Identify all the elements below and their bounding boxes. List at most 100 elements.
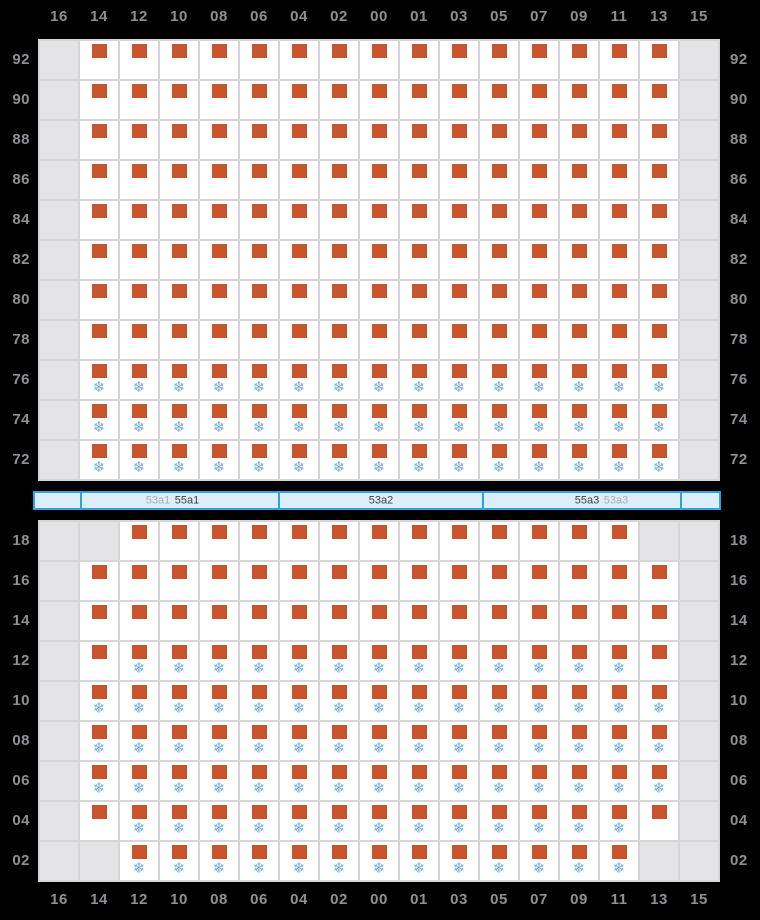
cell-occupied[interactable] xyxy=(320,121,358,159)
cell-occupied-frost[interactable]: ❄ xyxy=(520,722,558,760)
cell-occupied[interactable] xyxy=(440,81,478,119)
cell-occupied-frost[interactable]: ❄ xyxy=(400,802,438,840)
cell-occupied[interactable] xyxy=(200,201,238,239)
cell-occupied[interactable] xyxy=(160,562,198,600)
cell-occupied[interactable] xyxy=(240,522,278,560)
cell-occupied[interactable] xyxy=(480,41,518,79)
cell-occupied[interactable] xyxy=(480,602,518,640)
cell-occupied-frost[interactable]: ❄ xyxy=(160,441,198,479)
cell-occupied[interactable] xyxy=(400,121,438,159)
cell-occupied[interactable] xyxy=(120,41,158,79)
cell-occupied[interactable] xyxy=(280,81,318,119)
cell-occupied-frost[interactable]: ❄ xyxy=(280,441,318,479)
cell-occupied-frost[interactable]: ❄ xyxy=(80,722,118,760)
cell-occupied[interactable] xyxy=(520,522,558,560)
cell-occupied-frost[interactable]: ❄ xyxy=(400,401,438,439)
cell-occupied-frost[interactable]: ❄ xyxy=(320,441,358,479)
cell-occupied[interactable] xyxy=(480,81,518,119)
cell-occupied[interactable] xyxy=(120,562,158,600)
cell-occupied-frost[interactable]: ❄ xyxy=(240,642,278,680)
cell-occupied-frost[interactable]: ❄ xyxy=(560,682,598,720)
cell-occupied[interactable] xyxy=(360,161,398,199)
cell-occupied[interactable] xyxy=(400,201,438,239)
cell-occupied-frost[interactable]: ❄ xyxy=(120,762,158,800)
cell-occupied[interactable] xyxy=(560,281,598,319)
cell-occupied[interactable] xyxy=(360,41,398,79)
cell-occupied-frost[interactable]: ❄ xyxy=(480,802,518,840)
cell-occupied[interactable] xyxy=(160,522,198,560)
cell-occupied[interactable] xyxy=(360,321,398,359)
cell-occupied-frost[interactable]: ❄ xyxy=(240,401,278,439)
cell-occupied[interactable] xyxy=(240,321,278,359)
cell-occupied-frost[interactable]: ❄ xyxy=(400,722,438,760)
cell-occupied[interactable] xyxy=(320,602,358,640)
cell-occupied-frost[interactable]: ❄ xyxy=(320,642,358,680)
cell-occupied[interactable] xyxy=(400,602,438,640)
cell-occupied-frost[interactable]: ❄ xyxy=(360,441,398,479)
cell-occupied-frost[interactable]: ❄ xyxy=(560,722,598,760)
cell-occupied[interactable] xyxy=(320,321,358,359)
cell-occupied-frost[interactable]: ❄ xyxy=(320,361,358,399)
cell-occupied-frost[interactable]: ❄ xyxy=(600,441,638,479)
cell-occupied-frost[interactable]: ❄ xyxy=(240,762,278,800)
cell-occupied[interactable] xyxy=(400,321,438,359)
cell-occupied[interactable] xyxy=(600,41,638,79)
cell-occupied-frost[interactable]: ❄ xyxy=(160,722,198,760)
cell-occupied[interactable] xyxy=(360,201,398,239)
cell-occupied[interactable] xyxy=(480,121,518,159)
cell-occupied[interactable] xyxy=(280,522,318,560)
cell-occupied[interactable] xyxy=(320,41,358,79)
cell-occupied[interactable] xyxy=(440,41,478,79)
cell-occupied-frost[interactable]: ❄ xyxy=(560,762,598,800)
cell-occupied[interactable] xyxy=(80,121,118,159)
cell-occupied-frost[interactable]: ❄ xyxy=(520,762,558,800)
cell-occupied[interactable] xyxy=(80,802,118,840)
cell-occupied[interactable] xyxy=(120,602,158,640)
cell-occupied-frost[interactable]: ❄ xyxy=(280,682,318,720)
cell-occupied[interactable] xyxy=(560,562,598,600)
cell-occupied-frost[interactable]: ❄ xyxy=(280,802,318,840)
cell-occupied-frost[interactable]: ❄ xyxy=(200,441,238,479)
cell-occupied[interactable] xyxy=(280,321,318,359)
cell-occupied[interactable] xyxy=(440,602,478,640)
cell-occupied[interactable] xyxy=(320,81,358,119)
cell-occupied-frost[interactable]: ❄ xyxy=(520,842,558,880)
cell-occupied[interactable] xyxy=(520,201,558,239)
cell-occupied[interactable] xyxy=(240,161,278,199)
cell-occupied[interactable] xyxy=(600,201,638,239)
cell-occupied-frost[interactable]: ❄ xyxy=(600,642,638,680)
cell-occupied[interactable] xyxy=(640,121,678,159)
cell-occupied[interactable] xyxy=(600,321,638,359)
cell-occupied-frost[interactable]: ❄ xyxy=(600,802,638,840)
cell-occupied-frost[interactable]: ❄ xyxy=(520,361,558,399)
cell-occupied[interactable] xyxy=(640,281,678,319)
track-segment[interactable]: 53a1 55a1 xyxy=(80,493,278,508)
cell-occupied[interactable] xyxy=(560,241,598,279)
cell-occupied[interactable] xyxy=(320,161,358,199)
cell-occupied[interactable] xyxy=(200,81,238,119)
cell-occupied[interactable] xyxy=(440,522,478,560)
cell-occupied[interactable] xyxy=(520,121,558,159)
cell-occupied-frost[interactable]: ❄ xyxy=(120,682,158,720)
cell-occupied[interactable] xyxy=(600,241,638,279)
cell-occupied-frost[interactable]: ❄ xyxy=(560,361,598,399)
cell-occupied[interactable] xyxy=(320,201,358,239)
cell-occupied-frost[interactable]: ❄ xyxy=(400,682,438,720)
cell-occupied-frost[interactable]: ❄ xyxy=(600,842,638,880)
cell-occupied[interactable] xyxy=(240,602,278,640)
cell-occupied-frost[interactable]: ❄ xyxy=(400,361,438,399)
cell-occupied-frost[interactable]: ❄ xyxy=(440,802,478,840)
cell-occupied[interactable] xyxy=(640,602,678,640)
cell-occupied-frost[interactable]: ❄ xyxy=(120,441,158,479)
cell-occupied[interactable] xyxy=(200,321,238,359)
cell-occupied-frost[interactable]: ❄ xyxy=(160,642,198,680)
cell-occupied[interactable] xyxy=(520,562,558,600)
cell-occupied[interactable] xyxy=(400,281,438,319)
cell-occupied-frost[interactable]: ❄ xyxy=(600,361,638,399)
cell-occupied-frost[interactable]: ❄ xyxy=(240,441,278,479)
cell-occupied[interactable] xyxy=(160,121,198,159)
cell-occupied[interactable] xyxy=(600,602,638,640)
cell-occupied-frost[interactable]: ❄ xyxy=(240,361,278,399)
cell-occupied[interactable] xyxy=(520,81,558,119)
cell-occupied[interactable] xyxy=(240,201,278,239)
